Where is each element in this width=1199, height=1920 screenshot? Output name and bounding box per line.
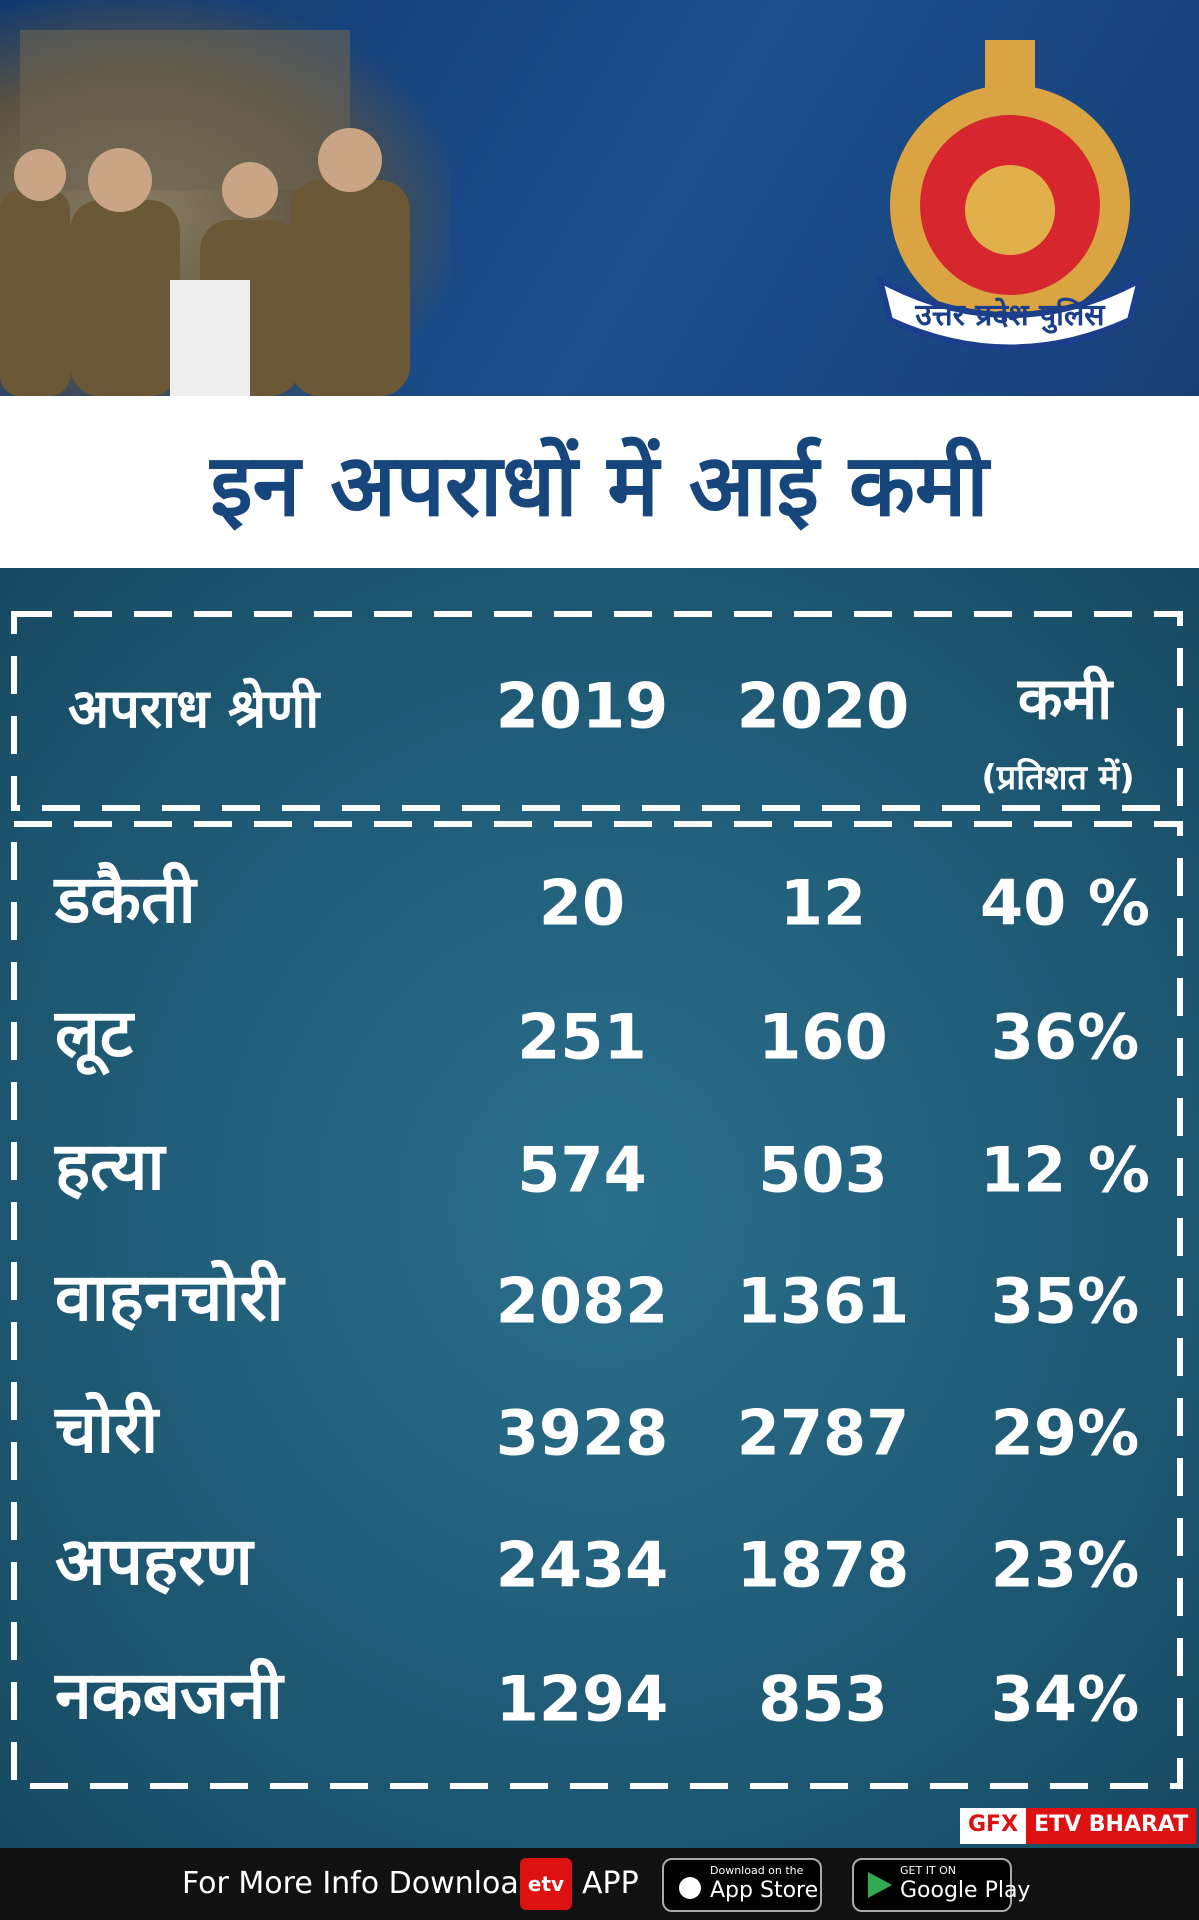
appstore-small: Download on the — [710, 1864, 804, 1877]
row-label: वाहनचोरी — [55, 1259, 284, 1336]
appstore-label: App Store — [710, 1878, 819, 1903]
row-cell: 40 % — [980, 866, 1150, 940]
row-label: नकबजनी — [55, 1657, 283, 1734]
header-cell: 2020 — [736, 669, 910, 743]
gfx-label: GFX — [960, 1808, 1027, 1844]
row-cell: 2787 — [736, 1396, 910, 1470]
apple-icon — [679, 1877, 701, 1899]
footer-text: For More Info Download — [182, 1866, 538, 1901]
row-cell: 1361 — [736, 1264, 910, 1338]
row-cell: 160 — [758, 1000, 888, 1074]
row-cell: 35% — [990, 1264, 1140, 1338]
row-cell: 12 — [779, 866, 867, 940]
row-cell: 34% — [990, 1662, 1140, 1736]
row-cell: 1878 — [736, 1528, 910, 1602]
header-cell: कमी — [1017, 664, 1113, 733]
etv-app-icon[interactable]: etv — [520, 1858, 572, 1910]
row-cell: 2082 — [495, 1264, 669, 1338]
police-logo: उत्तर प्रदेश पुलिस — [875, 40, 1145, 351]
row-cell: 251 — [517, 1000, 647, 1074]
row-cell: 503 — [758, 1133, 888, 1207]
row-cell: 29% — [990, 1396, 1140, 1470]
credit: GFX ETV BHARAT — [960, 1808, 1197, 1844]
googleplay-label: Google Play — [900, 1878, 1031, 1903]
row-cell: 20 — [538, 866, 626, 940]
row-label: हत्या — [55, 1128, 165, 1205]
row-cell: 12 % — [980, 1133, 1150, 1207]
row-label: लूट — [55, 995, 134, 1072]
header-cell: अपराध श्रेणी — [68, 677, 320, 740]
hero-banner: उत्तर प्रदेश पुलिस — [0, 0, 1199, 396]
dashed-frame — [11, 611, 1183, 1789]
play-icon — [868, 1872, 892, 1898]
app-store-badge[interactable]: Download on the App Store — [662, 1858, 822, 1912]
table-area — [0, 568, 1199, 1848]
row-label: अपहरण — [55, 1523, 253, 1600]
row-cell: 574 — [517, 1133, 647, 1207]
app-label: APP — [582, 1866, 639, 1901]
googleplay-small: GET IT ON — [900, 1864, 957, 1877]
row-cell: 2434 — [495, 1528, 669, 1602]
photo-figures — [0, 30, 410, 396]
title: इन अपराधों में आई कमी — [210, 435, 989, 536]
row-cell: 3928 — [495, 1396, 669, 1470]
row-cell: 23% — [990, 1528, 1140, 1602]
row-cell: 36% — [990, 1000, 1140, 1074]
row-label: चोरी — [55, 1391, 159, 1468]
header-cell: 2019 — [495, 669, 669, 743]
title-band: इन अपराधों में आई कमी — [0, 396, 1199, 568]
row-label: डकैती — [55, 861, 196, 938]
row-cell: 1294 — [495, 1662, 669, 1736]
row-cell: 853 — [758, 1662, 888, 1736]
header-note: (प्रतिशत में) — [981, 758, 1135, 798]
logo-text: उत्तर प्रदेश पुलिस — [914, 297, 1106, 334]
google-play-badge[interactable]: GET IT ON Google Play — [852, 1858, 1030, 1912]
brand-label: ETV BHARAT — [1026, 1808, 1197, 1844]
footer: For More Info Download etv APP Download … — [0, 1848, 1199, 1920]
